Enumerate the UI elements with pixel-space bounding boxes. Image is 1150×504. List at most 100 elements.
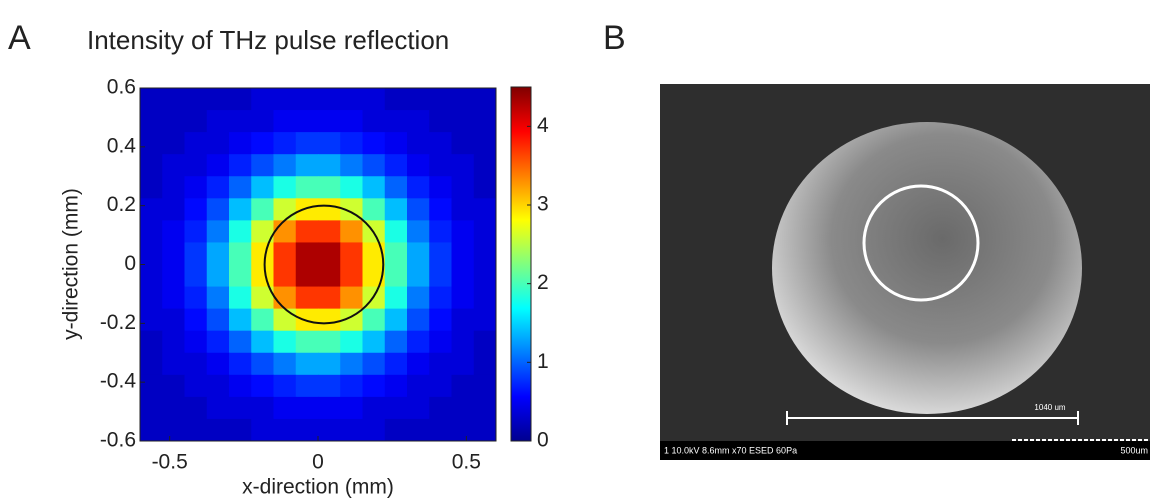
heatmap-cell: [384, 286, 408, 310]
y-tick-label: 0.2: [107, 193, 136, 216]
heatmap-cell: [295, 264, 319, 288]
heatmap-cell: [184, 132, 208, 155]
heatmap-cell: [295, 110, 319, 133]
heatmap-cell: [473, 154, 497, 177]
heatmap-cell: [140, 308, 163, 332]
heatmap-cell: [407, 374, 430, 398]
y-tick-label: 0.6: [107, 76, 136, 99]
heatmap-cell: [318, 132, 341, 155]
heatmap-cell: [407, 198, 430, 221]
heatmap-cell: [162, 176, 185, 199]
heatmap-cell: [362, 176, 386, 199]
heatmap-cell: [384, 352, 408, 376]
heatmap-cell: [473, 330, 497, 354]
heatmap-cell: [184, 198, 208, 221]
heatmap-cell: [473, 374, 497, 398]
heatmap-cell: [318, 374, 341, 398]
heatmap-cell: [295, 396, 319, 420]
heatmap-cell: [162, 220, 185, 243]
heatmap-cell: [429, 286, 452, 310]
heatmap-cell: [273, 352, 297, 376]
heatmap-cell: [229, 264, 252, 288]
heatmap-cell: [251, 352, 274, 376]
heatmap-cell: [318, 264, 341, 288]
heatmap-cell: [429, 374, 452, 398]
heatmap-cell: [206, 88, 230, 111]
heatmap-cell: [318, 176, 341, 199]
heatmap-cell: [340, 132, 363, 155]
heatmap-cell: [473, 132, 497, 155]
heatmap-cell: [407, 110, 430, 133]
colorbar-tick-label: 0: [537, 429, 549, 452]
heatmap-cell: [184, 220, 208, 243]
heatmap-cell: [295, 132, 319, 155]
heatmap-cell: [162, 286, 185, 310]
heatmap-cell: [295, 176, 319, 199]
heatmap-cell: [340, 330, 363, 354]
heatmap-cell: [473, 352, 497, 376]
x-tick-label: 0: [312, 451, 324, 474]
heatmap-cell: [162, 110, 185, 133]
heatmap-cell: [162, 374, 185, 398]
heatmap-cell: [318, 418, 341, 442]
heatmap-cell: [451, 286, 475, 310]
heatmap-cell: [229, 132, 252, 155]
heatmap-cell: [184, 396, 208, 420]
heatmap-cell: [206, 286, 230, 310]
heatmap-cell: [473, 88, 497, 111]
heatmap-cell: [362, 198, 386, 221]
heatmap-cell: [318, 352, 341, 376]
heatmap-cell: [206, 374, 230, 398]
heatmap-cell: [340, 242, 363, 265]
heatmap-cell: [318, 88, 341, 111]
heatmap-cell: [429, 330, 452, 354]
heatmap-cell: [451, 418, 475, 442]
x-tick-label: -0.5: [152, 451, 188, 474]
y-tick-label: -0.4: [100, 370, 137, 393]
heatmap-cell: [295, 352, 319, 376]
heatmap-cell: [251, 154, 274, 177]
heatmap-cell: [473, 176, 497, 199]
heatmap-cell: [140, 330, 163, 354]
heatmap-cell: [273, 198, 297, 221]
heatmap-cell: [473, 286, 497, 310]
heatmap-cell: [362, 374, 386, 398]
heatmap-cell: [184, 110, 208, 133]
heatmap-cell: [273, 88, 297, 111]
heatmap-cell: [206, 176, 230, 199]
heatmap-cell: [429, 132, 452, 155]
heatmap-cell: [206, 242, 230, 265]
y-tick-label: -0.6: [100, 429, 136, 452]
heatmap-cell: [184, 264, 208, 288]
heatmap-cell: [451, 330, 475, 354]
heatmap-cell: [295, 374, 319, 398]
y-tick-label: 0.4: [107, 134, 137, 157]
heatmap-cell: [206, 198, 230, 221]
heatmap-cell: [206, 330, 230, 354]
heatmap-cell: [295, 330, 319, 354]
heatmap-cell: [206, 418, 230, 442]
heatmap-cell: [273, 418, 297, 442]
heatmap-cell: [206, 132, 230, 155]
heatmap-cell: [407, 418, 430, 442]
heatmap-cell: [384, 308, 408, 332]
heatmap-cell: [229, 286, 252, 310]
heatmap-cell: [251, 418, 274, 442]
heatmap-cell: [473, 396, 497, 420]
heatmap-cell: [251, 198, 274, 221]
heatmap-cell: [295, 220, 319, 243]
heatmap-cell: [273, 396, 297, 420]
heatmap-cell: [184, 330, 208, 354]
heatmap-cell: [273, 264, 297, 288]
heatmap-cell: [140, 242, 163, 265]
colorbar-tick-label: 1: [537, 350, 549, 373]
heatmap-cell: [251, 242, 274, 265]
heatmap-cell: [229, 374, 252, 398]
colorbar: [510, 86, 532, 442]
heatmap-cell: [473, 220, 497, 243]
heatmap-cell: [451, 220, 475, 243]
heatmap-cell: [429, 352, 452, 376]
heatmap-cell: [229, 418, 252, 442]
heatmap-cell: [429, 110, 452, 133]
